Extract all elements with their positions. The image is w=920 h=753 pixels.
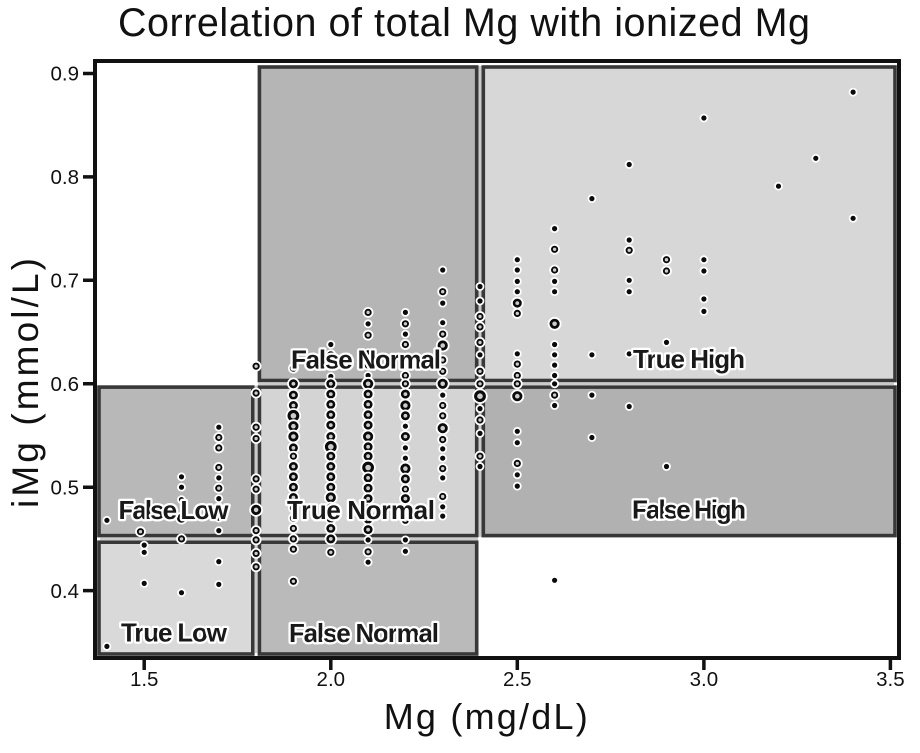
svg-text:True High: True High	[633, 344, 745, 374]
svg-text:False High: False High	[632, 495, 746, 525]
svg-text:False Normal: False Normal	[289, 618, 439, 648]
svg-text:iMg (mmol/L): iMg (mmol/L)	[5, 258, 46, 508]
svg-text:2.5: 2.5	[503, 668, 532, 691]
svg-text:0.6: 0.6	[51, 373, 80, 396]
svg-text:3.0: 3.0	[690, 668, 719, 691]
svg-text:0.9: 0.9	[51, 63, 80, 86]
svg-text:0.7: 0.7	[51, 270, 80, 293]
svg-text:False Normal: False Normal	[291, 345, 441, 375]
svg-text:0.4: 0.4	[51, 580, 80, 603]
svg-text:False Low: False Low	[119, 495, 230, 525]
svg-text:True Normal: True Normal	[287, 495, 435, 525]
svg-text:True Low: True Low	[121, 618, 228, 648]
svg-text:Correlation of total Mg with i: Correlation of total Mg with ionized Mg	[118, 1, 810, 45]
svg-text:0.5: 0.5	[51, 476, 80, 499]
svg-text:3.5: 3.5	[876, 668, 905, 691]
svg-text:2.0: 2.0	[317, 668, 346, 691]
svg-text:0.8: 0.8	[51, 166, 80, 189]
svg-text:Mg (mg/dL): Mg (mg/dL)	[384, 696, 588, 737]
svg-text:1.5: 1.5	[130, 668, 159, 691]
